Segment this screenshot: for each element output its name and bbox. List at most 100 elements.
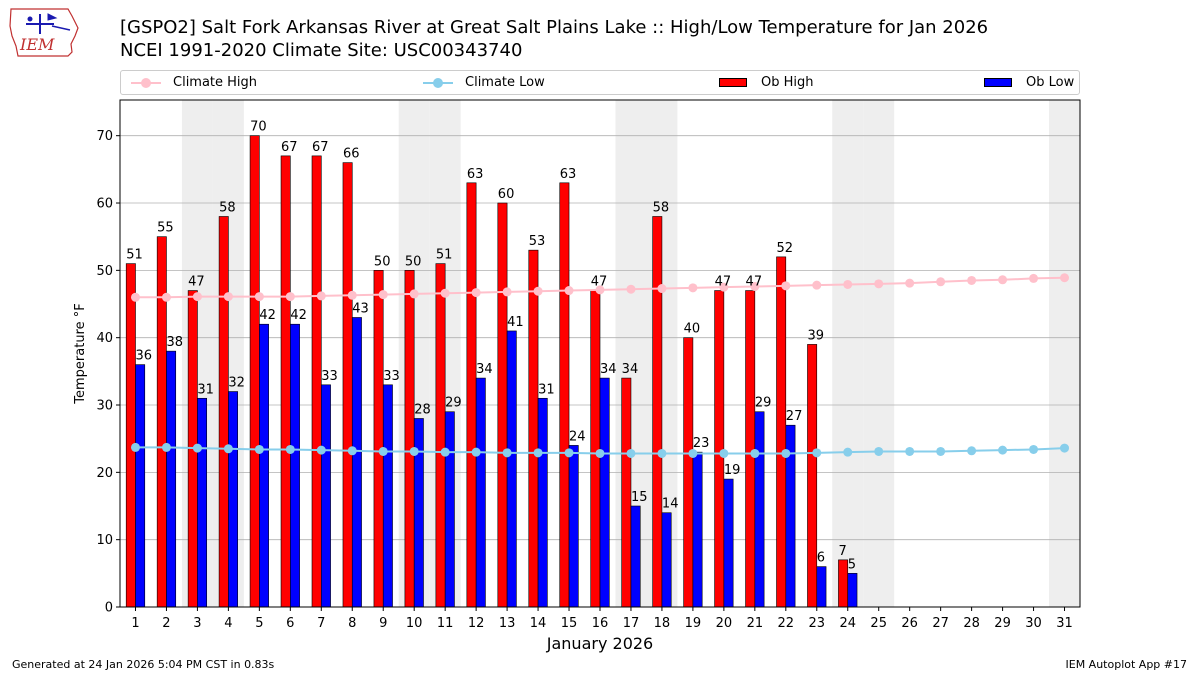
climate-low-swatch-icon — [423, 77, 453, 88]
ob-low-label: 5 — [848, 557, 856, 572]
ob-high-bar — [714, 290, 725, 608]
ob-high-bar — [125, 263, 136, 608]
x-tick-label: 21 — [747, 616, 764, 631]
ob-high-label: 67 — [312, 140, 329, 155]
ob-high-bar — [497, 202, 508, 608]
climate-low-point — [998, 445, 1008, 455]
climate-low-point — [750, 448, 760, 458]
chart-subtitle: NCEI 1991-2020 Climate Site: USC00343740 — [120, 40, 523, 61]
climate-low-point — [440, 447, 450, 457]
climate-high-point — [936, 277, 946, 287]
ob-high-label: 66 — [343, 147, 360, 162]
climate-low-point — [192, 443, 202, 453]
ob-low-bar — [290, 323, 300, 608]
legend: Climate High Climate Low Ob High Ob Low — [120, 70, 1080, 95]
x-tick-label: 26 — [901, 616, 918, 631]
climate-high-point — [750, 282, 760, 292]
ob-low-bar — [166, 350, 177, 608]
climate-low-point — [223, 444, 233, 454]
ob-low-label: 31 — [538, 382, 555, 397]
climate-high-point — [533, 286, 543, 296]
ob-low-bar — [506, 330, 517, 608]
ob-high-bar — [311, 155, 322, 608]
climate-high-point — [688, 283, 698, 293]
ob-low-label: 38 — [166, 335, 183, 350]
y-tick-label: 50 — [96, 264, 113, 279]
weekend-band — [1049, 100, 1080, 607]
ob-low-bar — [816, 566, 827, 608]
ob-low-bar — [351, 317, 362, 608]
climate-high-point — [161, 292, 171, 302]
ob-low-bar — [754, 411, 765, 608]
climate-high-point — [130, 292, 140, 302]
climate-low-point — [595, 448, 605, 458]
ob-high-bar — [373, 270, 384, 608]
ob-low-bar — [197, 397, 208, 608]
x-tick-label: 10 — [406, 616, 423, 631]
climate-low-point — [502, 448, 512, 458]
x-tick-label: 27 — [932, 616, 949, 631]
ob-low-bar — [723, 478, 734, 608]
climate-high-point — [378, 290, 388, 300]
x-tick-label: 16 — [592, 616, 609, 631]
legend-label: Climate Low — [465, 75, 545, 90]
legend-label: Ob Low — [1026, 75, 1075, 90]
ob-high-bar — [807, 344, 818, 608]
ob-low-label: 19 — [724, 463, 741, 478]
ob-high-label: 47 — [715, 275, 732, 290]
ob-high-bar — [156, 236, 167, 608]
climate-low-point — [874, 446, 884, 456]
x-tick-label: 1 — [131, 616, 139, 631]
legend-item-ob-low: Ob Low — [984, 71, 1074, 94]
climate-high-point — [719, 282, 729, 292]
ob-low-bar — [847, 573, 858, 608]
climate-low-point — [533, 448, 543, 458]
x-tick-label: 31 — [1056, 616, 1073, 631]
climate-high-swatch-icon — [131, 77, 161, 88]
ob-low-bar — [599, 377, 610, 608]
generated-footer: Generated at 24 Jan 2026 5:04 PM CST in … — [12, 658, 275, 671]
ob-high-bar — [280, 155, 291, 608]
weekend-band — [832, 100, 864, 607]
climate-high-point — [595, 285, 605, 295]
climate-high-point — [812, 280, 822, 290]
x-tick-label: 5 — [255, 616, 263, 631]
x-tick-label: 25 — [870, 616, 887, 631]
climate-high-point — [347, 290, 357, 300]
ob-low-label: 34 — [600, 362, 617, 377]
x-tick-label: 12 — [468, 616, 485, 631]
y-tick-label: 30 — [96, 399, 113, 414]
x-tick-label: 13 — [499, 616, 516, 631]
ob-low-label: 33 — [321, 369, 338, 384]
x-tick-label: 14 — [530, 616, 547, 631]
chart-title: [GSPO2] Salt Fork Arkansas River at Grea… — [120, 17, 989, 38]
ob-low-label: 36 — [135, 349, 152, 364]
ob-low-label: 6 — [817, 551, 825, 566]
legend-item-ob-high: Ob High — [719, 71, 814, 94]
ob-low-label: 14 — [662, 497, 679, 512]
ob-low-label: 24 — [569, 429, 586, 444]
climate-low-point — [316, 445, 326, 455]
x-tick-label: 22 — [778, 616, 795, 631]
ob-high-label: 52 — [777, 241, 794, 256]
climate-low-point — [688, 448, 698, 458]
x-tick-label: 9 — [379, 616, 387, 631]
ob-low-label: 15 — [631, 490, 648, 505]
x-tick-label: 2 — [162, 616, 170, 631]
x-tick-label: 3 — [193, 616, 201, 631]
y-tick-label: 0 — [105, 601, 113, 616]
climate-low-point — [719, 448, 729, 458]
ob-high-label: 67 — [281, 140, 298, 155]
logo-text: IEM — [19, 35, 55, 54]
ob-high-label: 50 — [374, 254, 391, 269]
ob-low-bar — [259, 323, 269, 608]
x-tick-label: 8 — [348, 616, 356, 631]
ob-high-bar — [528, 249, 539, 608]
ob-low-bar — [630, 505, 641, 608]
ob-low-label: 33 — [383, 369, 400, 384]
legend-item-climate-high: Climate High — [131, 71, 257, 94]
x-tick-label: 20 — [716, 616, 733, 631]
ob-high-label: 63 — [560, 167, 577, 182]
climate-high-point — [998, 275, 1008, 285]
